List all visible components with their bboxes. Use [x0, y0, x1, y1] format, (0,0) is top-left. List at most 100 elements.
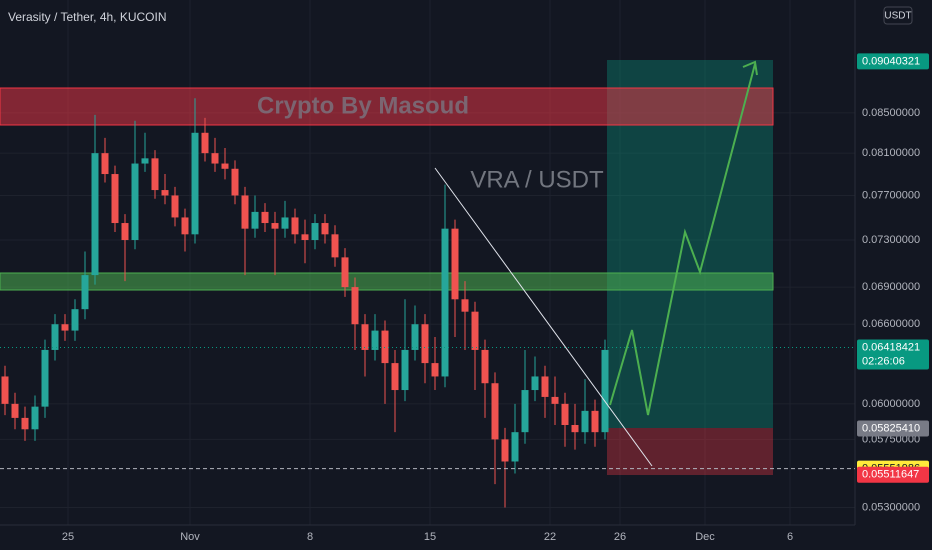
candle-body: [271, 223, 279, 229]
candle-body: [311, 223, 319, 241]
candle-body: [141, 158, 149, 164]
candle-body: [71, 309, 79, 331]
candle-body: [61, 324, 69, 331]
candle-body: [481, 349, 489, 384]
candle-body: [361, 324, 369, 350]
resistance-zone: [0, 87, 774, 126]
candles: [1, 98, 609, 508]
price-tag-label: 0.05825410: [862, 422, 920, 434]
candle-body: [231, 168, 239, 196]
candle-body: [11, 403, 19, 418]
candle-body: [391, 363, 399, 391]
candle-body: [241, 195, 249, 229]
x-tick-label: 26: [614, 531, 626, 543]
price-axis: [855, 0, 932, 550]
y-tick-label: 0.05300000: [862, 501, 920, 513]
candle-body: [51, 324, 59, 350]
candle-body: [551, 396, 559, 404]
currency[interactable]: USDT: [884, 11, 911, 22]
price-tag-label: 0.09040321: [862, 55, 920, 67]
x-tick-label: 6: [787, 531, 793, 543]
candle-body: [211, 153, 219, 164]
drawings-front: Crypto By Masoud VRA / USDT: [257, 60, 758, 467]
candle-body: [371, 330, 379, 350]
candle-body: [381, 330, 389, 364]
price-tag: [857, 466, 929, 483]
x-tick-label: 25: [62, 531, 74, 543]
candle-body: [441, 228, 449, 377]
candle-body: [601, 349, 609, 433]
price-tag-label: 0.06418421: [862, 341, 920, 353]
candle-body: [431, 363, 439, 377]
candle-body: [281, 217, 289, 229]
candle-body: [511, 432, 519, 462]
price-tag: [857, 420, 929, 437]
candle-body: [191, 132, 199, 235]
candle-body: [251, 211, 259, 229]
candle-body: [571, 425, 579, 433]
candle-body: [471, 311, 479, 350]
candle-body: [181, 217, 189, 235]
candle-body: [21, 417, 29, 430]
x-tick-label: 22: [544, 531, 556, 543]
candle-body: [561, 403, 569, 426]
candle-body: [201, 132, 209, 154]
y-tick-label: 0.07300000: [862, 234, 920, 246]
candle-body: [221, 163, 229, 169]
candle-body: [491, 383, 499, 440]
candle-body: [501, 439, 509, 462]
arrow-head: [742, 60, 758, 76]
candle-body: [171, 195, 179, 218]
countdown: 02:26:06: [862, 355, 905, 367]
candle-body: [101, 153, 109, 175]
x-tick-label: 15: [424, 531, 436, 543]
candle-body: [451, 228, 459, 300]
candle-body: [121, 223, 129, 241]
candle-body: [521, 390, 529, 433]
candle-body: [41, 349, 49, 407]
price-tag-label: 0.05511647: [862, 469, 919, 481]
trend-line: [434, 167, 653, 467]
price-tag: [857, 339, 929, 370]
y-tick-label: 0.06000000: [862, 398, 920, 410]
currency-badge[interactable]: [883, 6, 913, 25]
candle-body: [31, 406, 39, 430]
candle-body: [321, 223, 329, 235]
candle-body: [341, 257, 349, 288]
x-tick-label: 8: [307, 531, 313, 543]
candle-body: [91, 153, 99, 276]
candle-body: [291, 217, 299, 235]
y-tick-label: 0.07700000: [862, 189, 920, 201]
candle-body: [151, 158, 159, 191]
candle-body: [261, 211, 269, 224]
candle-body: [351, 287, 359, 325]
candle-body: [301, 234, 309, 241]
candle-body: [131, 163, 139, 241]
candle-body: [461, 299, 469, 312]
y-tick-label: 0.08500000: [862, 107, 920, 119]
price-tag: [857, 53, 929, 70]
candle-body: [331, 234, 339, 258]
x-tick-label: Nov: [180, 531, 200, 543]
x-tick-label: Dec: [695, 531, 715, 543]
y-tick-label: 0.06900000: [862, 281, 920, 293]
chart-title: Verasity / Tether, 4h, KUCOIN: [8, 10, 167, 24]
pair-label: VRA / USDT: [470, 166, 604, 193]
candle-body: [1, 376, 9, 404]
candle-body: [401, 349, 409, 391]
candle-body: [411, 324, 419, 350]
candle-body: [161, 190, 169, 196]
candle-body: [591, 410, 599, 433]
projection-arrow: [609, 63, 756, 416]
candle-body: [581, 410, 589, 433]
candle-body: [421, 324, 429, 364]
grid: [0, 0, 855, 525]
y-tick-label: 0.08100000: [862, 147, 920, 159]
candle-body: [111, 174, 119, 224]
y-tick-label: 0.06600000: [862, 318, 920, 330]
candle-body: [541, 376, 549, 397]
axis-labels: 0.08500000 0.08100000 0.07700000 0.07300000…: [0, 53, 929, 543]
support-zone: [0, 272, 774, 291]
